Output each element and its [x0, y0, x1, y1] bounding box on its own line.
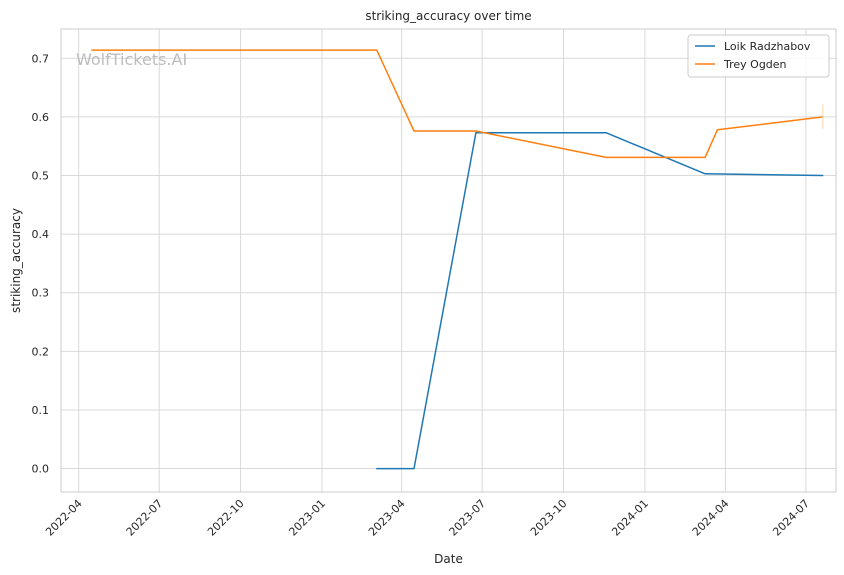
y-tick-labels: 0.0 0.1 0.2 0.3 0.4 0.5 0.6 0.7: [32, 52, 50, 475]
y-tick-label: 0.5: [32, 170, 50, 183]
watermark-text: WolfTickets.AI: [76, 50, 187, 69]
y-tick-label: 0.6: [32, 111, 50, 124]
legend: Loik Radzhabov Trey Ogden: [687, 34, 830, 78]
y-tick-label: 0.7: [32, 52, 50, 65]
grid-layer: [61, 29, 836, 492]
legend-label: Trey Ogden: [723, 58, 787, 71]
chart-title: striking_accuracy over time: [365, 9, 531, 23]
series-line-loik-radzhabov: [376, 131, 824, 470]
y-axis-title: striking_accuracy: [9, 208, 23, 313]
y-tick-label: 0.3: [32, 287, 50, 300]
legend-frame: [687, 34, 830, 78]
y-tick-label: 0.0: [32, 463, 50, 476]
y-tick-label: 0.4: [32, 228, 50, 241]
series-layer: [91, 49, 824, 470]
series-line-trey-ogden: [91, 49, 824, 159]
y-tick-label: 0.2: [32, 345, 50, 358]
plot-frame: [60, 28, 837, 493]
x-axis-title: Date: [434, 552, 463, 566]
y-tick-label: 0.1: [32, 404, 50, 417]
legend-label: Loik Radzhabov: [724, 40, 811, 53]
